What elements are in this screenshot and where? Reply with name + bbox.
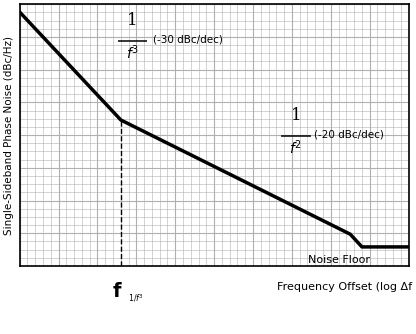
Text: 1: 1 (127, 12, 138, 29)
Text: Frequency Offset (log Δf: Frequency Offset (log Δf (277, 282, 413, 292)
Text: $\mathbf{f}$: $\mathbf{f}$ (111, 282, 122, 301)
Y-axis label: Single-Sideband Phase Noise (dBc/Hz): Single-Sideband Phase Noise (dBc/Hz) (4, 35, 14, 234)
Text: $f^3$: $f^3$ (126, 43, 139, 62)
Text: (-30 dBc/dec): (-30 dBc/dec) (153, 34, 223, 44)
Text: 1: 1 (290, 107, 301, 124)
Text: $_{1/f^3}$: $_{1/f^3}$ (129, 292, 144, 304)
Text: (-20 dBc/dec): (-20 dBc/dec) (314, 129, 384, 139)
Text: Noise Floor: Noise Floor (307, 255, 369, 265)
Text: $f^2$: $f^2$ (289, 138, 302, 157)
